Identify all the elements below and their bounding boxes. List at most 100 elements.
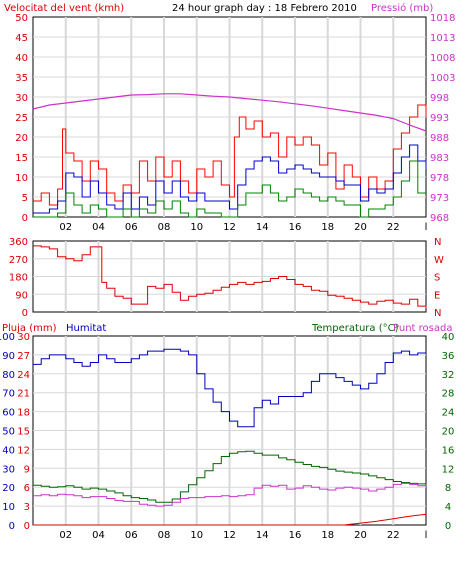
y-tick-label-temperature: 32 — [442, 370, 455, 381]
y-tick-label-direction: 90 — [15, 290, 28, 301]
series-line-rain — [33, 513, 427, 526]
y-tick-label-pressure: 1018 — [430, 13, 455, 24]
x-tick-label: 14 — [256, 222, 269, 233]
y-tick-label-wind: 45 — [15, 33, 28, 44]
y-tick-label-wind: 0 — [22, 213, 28, 224]
series-line-humidity — [33, 348, 426, 428]
series-line-gust — [33, 104, 427, 206]
y-tick-label-direction: 180 — [9, 273, 28, 284]
y-tick-label-temperature: 36 — [442, 351, 455, 362]
series-line-dewpoint — [33, 482, 427, 507]
y-tick-label-compass: E — [434, 290, 440, 301]
x-tick-label: 18 — [321, 530, 334, 541]
y-tick-label-temperature: 12 — [442, 464, 455, 475]
y-tick-label-humidity: 40 — [2, 445, 15, 456]
x-tick-label: 22 — [387, 222, 400, 233]
y-tick-label-compass: S — [434, 273, 440, 284]
y-tick-label-pressure: 968 — [430, 213, 449, 224]
x-tick-label: 16 — [289, 530, 302, 541]
x-tick-label: 22 — [387, 530, 400, 541]
y-tick-label-rain: 21 — [17, 389, 30, 400]
y-tick-label-temperature: 8 — [445, 483, 451, 494]
y-tick-label-temperature: 28 — [442, 389, 455, 400]
y-tick-label-direction: 0 — [22, 308, 28, 319]
x-tick-label: 08 — [158, 530, 171, 541]
dewpoint-label: Punt rosada — [393, 323, 452, 334]
y-tick-label-humidity: 90 — [2, 351, 15, 362]
y-tick-label-temperature: 24 — [442, 408, 455, 419]
y-tick-label-compass: N — [434, 237, 441, 248]
y-tick-label-compass: W — [434, 255, 444, 266]
y-tick-label-wind: 10 — [15, 173, 28, 184]
chart-title: 24 hour graph day : 18 Febrero 2010 — [172, 3, 357, 14]
y-tick-label-humidity: 80 — [2, 370, 15, 381]
y-tick-label-temperature: 4 — [445, 502, 451, 513]
y-tick-label-rain: 30 — [17, 332, 30, 343]
y-tick-label-pressure: 1013 — [430, 33, 455, 44]
x-tick-label: 06 — [125, 222, 138, 233]
y-tick-label-pressure: 978 — [430, 173, 449, 184]
y-tick-label-temperature: 16 — [442, 445, 455, 456]
y-tick-label-direction: 360 — [9, 237, 28, 248]
y-tick-label-wind: 5 — [22, 193, 28, 204]
series-line-temperature — [33, 450, 427, 503]
y-tick-label-rain: 3 — [24, 502, 30, 513]
x-tick-label: 14 — [256, 530, 269, 541]
x-tick-label: 16 — [289, 222, 302, 233]
y-tick-label-wind: 35 — [15, 73, 28, 84]
y-tick-label-humidity: 0 — [9, 521, 15, 532]
x-tick-label: 02 — [59, 530, 72, 541]
y-tick-label-pressure: 1003 — [430, 73, 455, 84]
y-tick-label-wind: 25 — [15, 113, 28, 124]
y-tick-label-humidity: 60 — [2, 408, 15, 419]
series-line-direction — [33, 245, 427, 309]
y-tick-label-humidity: 50 — [2, 427, 15, 438]
y-tick-label-wind: 15 — [15, 153, 28, 164]
y-tick-label-pressure: 998 — [430, 93, 449, 104]
x-tick-label: 10 — [190, 530, 203, 541]
y-tick-label-temperature: 0 — [445, 521, 451, 532]
y-tick-label-humidity: 10 — [2, 502, 15, 513]
y-tick-label-wind: 30 — [15, 93, 28, 104]
humidity-label: Humitat — [66, 323, 106, 334]
y-tick-label-wind: 40 — [15, 53, 28, 64]
rain-label: Pluja (mm) — [2, 323, 57, 334]
y-tick-label-humidity: 20 — [2, 483, 15, 494]
y-tick-label-temperature: 20 — [442, 427, 455, 438]
x-tick-label: 06 — [125, 530, 138, 541]
y-tick-label-rain: 12 — [17, 445, 30, 456]
y-tick-label-wind: 50 — [15, 13, 28, 24]
x-tick-label: 04 — [92, 222, 105, 233]
pressure-label: Pressió (mb) — [371, 2, 433, 14]
x-tick-label: 20 — [354, 530, 367, 541]
y-tick-label-pressure: 988 — [430, 133, 449, 144]
y-tick-label-direction: 270 — [9, 255, 28, 266]
y-tick-label-rain: 15 — [17, 427, 30, 438]
y-tick-label-compass: N — [434, 308, 441, 319]
y-tick-label-pressure: 973 — [430, 193, 449, 204]
y-tick-label-humidity: 70 — [2, 389, 15, 400]
y-tick-label-pressure: 1008 — [430, 53, 455, 64]
x-tick-label: 10 — [190, 222, 203, 233]
x-tick-label: 12 — [223, 530, 236, 541]
y-tick-label-pressure: 993 — [430, 113, 449, 124]
y-tick-label-rain: 18 — [17, 408, 30, 419]
x-tick-label: 02 — [59, 222, 72, 233]
x-tick-label-end: l — [425, 222, 428, 233]
y-tick-label-rain: 0 — [24, 521, 30, 532]
y-tick-label-humidity: 30 — [2, 464, 15, 475]
y-tick-label-humidity: 100 — [0, 332, 15, 343]
wind-speed-label: Velocitat del vent (kmh) — [4, 3, 124, 14]
x-tick-label-end: l — [425, 530, 428, 541]
x-tick-label: 12 — [223, 222, 236, 233]
x-tick-label: 20 — [354, 222, 367, 233]
y-tick-label-rain: 27 — [17, 351, 30, 362]
y-tick-label-wind: 20 — [15, 133, 28, 144]
y-tick-label-rain: 24 — [17, 370, 30, 381]
y-tick-label-temperature: 40 — [442, 332, 455, 343]
x-tick-label: 18 — [321, 222, 334, 233]
series-line-pressure — [32, 93, 427, 132]
y-tick-label-rain: 6 — [24, 483, 30, 494]
